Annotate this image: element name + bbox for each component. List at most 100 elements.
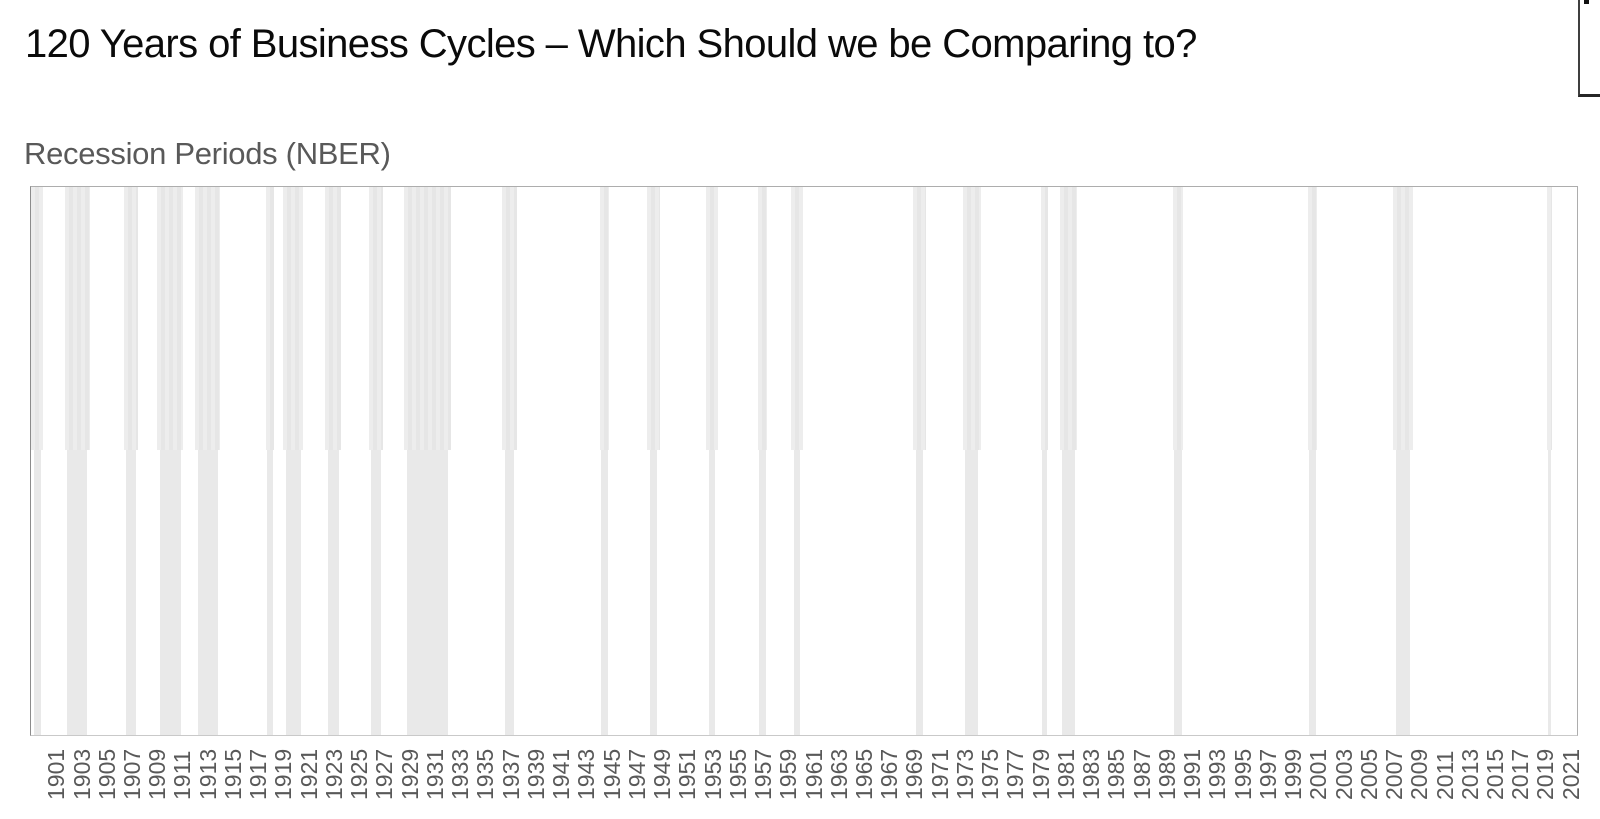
recession-bar-upper xyxy=(1040,187,1048,451)
x-tick-label: 1957 xyxy=(750,748,776,800)
recession-bar-upper xyxy=(913,187,926,451)
recession-bar xyxy=(502,187,517,735)
recession-bar xyxy=(157,187,184,735)
x-tick-label: 2019 xyxy=(1532,748,1559,800)
recession-bar xyxy=(962,187,981,735)
recession-bar xyxy=(1546,187,1552,735)
recession-bar-upper xyxy=(599,187,610,451)
x-tick-label: 1907 xyxy=(119,748,145,800)
recession-bar-upper xyxy=(757,187,768,451)
x-tick-label: 1947 xyxy=(623,748,650,800)
x-tick-label: 1997 xyxy=(1254,748,1281,800)
x-tick-label: 2013 xyxy=(1456,748,1483,800)
x-tick-label: 1965 xyxy=(850,748,877,800)
x-tick-label: 1955 xyxy=(724,748,751,800)
recession-bar-upper xyxy=(325,187,342,451)
x-tick-label: 1993 xyxy=(1204,748,1231,800)
recession-bar xyxy=(1173,187,1183,735)
recession-bar-lower xyxy=(504,450,515,735)
plot-area xyxy=(30,186,1578,736)
recession-bar-lower xyxy=(67,450,88,735)
x-tick-label: 1981 xyxy=(1052,748,1079,800)
x-tick-label: 1975 xyxy=(977,748,1004,800)
x-axis: 1901 1903 1905 1907 1909 1911 1913 1915 1917 1919… xyxy=(31,744,1584,819)
recession-bar-lower xyxy=(1062,450,1075,735)
recession-bar-upper xyxy=(123,187,139,451)
x-tick-label: 1931 xyxy=(421,748,448,800)
x-tick-label: 1961 xyxy=(800,748,827,800)
x-tick-label: 1917 xyxy=(245,748,272,800)
partial-slide-object xyxy=(1578,0,1600,97)
x-tick-label: 1977 xyxy=(1002,748,1029,800)
recession-bar-upper xyxy=(283,187,304,451)
x-tick-label: 1979 xyxy=(1027,748,1054,800)
recession-bar-upper xyxy=(157,187,184,451)
recession-bar xyxy=(1059,187,1078,735)
recession-bar-upper xyxy=(1059,187,1078,451)
x-tick-label: 2005 xyxy=(1355,748,1382,800)
recession-bar-lower xyxy=(159,450,181,735)
recession-bar-upper xyxy=(1307,187,1318,451)
x-tick-label: 1919 xyxy=(270,748,297,800)
x-tick-label: 1939 xyxy=(522,748,549,800)
x-tick-label: 2021 xyxy=(1557,748,1584,800)
x-tick-label: 2003 xyxy=(1330,748,1357,800)
x-tick-label: 1909 xyxy=(144,748,171,800)
x-tick-label: 1999 xyxy=(1280,748,1306,800)
recession-bar-lower xyxy=(126,450,136,735)
x-tick-label: 1933 xyxy=(447,748,474,800)
x-tick-label: 1971 xyxy=(926,748,953,800)
x-tick-label: 1941 xyxy=(548,748,575,800)
recession-bar xyxy=(1307,187,1318,735)
recession-bar xyxy=(195,187,221,735)
recession-bar-lower xyxy=(1041,450,1047,735)
recession-bar xyxy=(64,187,90,735)
x-tick-label: 1949 xyxy=(649,748,675,800)
x-tick-label: 1953 xyxy=(699,748,726,800)
x-tick-label: 1963 xyxy=(825,748,852,800)
x-tick-label: 2001 xyxy=(1305,748,1332,800)
x-tick-label: 1929 xyxy=(396,748,423,800)
recession-bar-lower xyxy=(708,450,716,735)
x-tick-label: 1969 xyxy=(901,748,928,800)
x-tick-label: 1995 xyxy=(1229,748,1256,800)
recession-bar xyxy=(123,187,139,735)
recession-bar-upper xyxy=(1546,187,1552,451)
recession-bar-lower xyxy=(1395,450,1411,735)
recession-bar-lower xyxy=(33,450,41,735)
recession-bar-upper xyxy=(404,187,451,451)
x-tick-label: 2007 xyxy=(1381,748,1407,800)
x-tick-label: 2011 xyxy=(1431,750,1458,800)
recession-bar-lower xyxy=(965,450,979,735)
recession-bar-lower xyxy=(915,450,924,735)
x-tick-label: 2009 xyxy=(1406,748,1433,800)
recession-bar-lower xyxy=(758,450,767,735)
recession-bar-upper xyxy=(502,187,517,451)
x-tick-label: 1967 xyxy=(876,748,903,800)
recession-bar-lower xyxy=(1547,450,1551,735)
x-tick-label: 1991 xyxy=(1179,748,1206,800)
x-tick-label: 1915 xyxy=(219,748,246,800)
recession-bar xyxy=(1040,187,1048,735)
recession-bar xyxy=(791,187,803,735)
x-tick-label: 1927 xyxy=(371,748,398,800)
x-tick-label: 1985 xyxy=(1103,748,1130,800)
recession-bar-upper xyxy=(706,187,718,451)
recession-bar-lower xyxy=(1174,450,1182,735)
recession-bar xyxy=(325,187,342,735)
x-tick-label: 1987 xyxy=(1128,748,1155,800)
recession-bar-lower xyxy=(406,450,449,735)
recession-bar-lower xyxy=(327,450,339,735)
x-tick-label: 1923 xyxy=(320,748,347,800)
recession-bar-lower xyxy=(197,450,218,735)
recession-bar xyxy=(757,187,768,735)
recession-bar-upper xyxy=(1393,187,1413,451)
recession-bar-upper xyxy=(962,187,981,451)
x-tick-label: 1943 xyxy=(573,748,600,800)
x-tick-label: 1973 xyxy=(951,748,978,800)
recession-bar xyxy=(706,187,718,735)
x-tick-label: 1921 xyxy=(295,748,322,800)
corner-mark xyxy=(1584,0,1589,4)
x-tick-label: 1925 xyxy=(346,748,373,800)
